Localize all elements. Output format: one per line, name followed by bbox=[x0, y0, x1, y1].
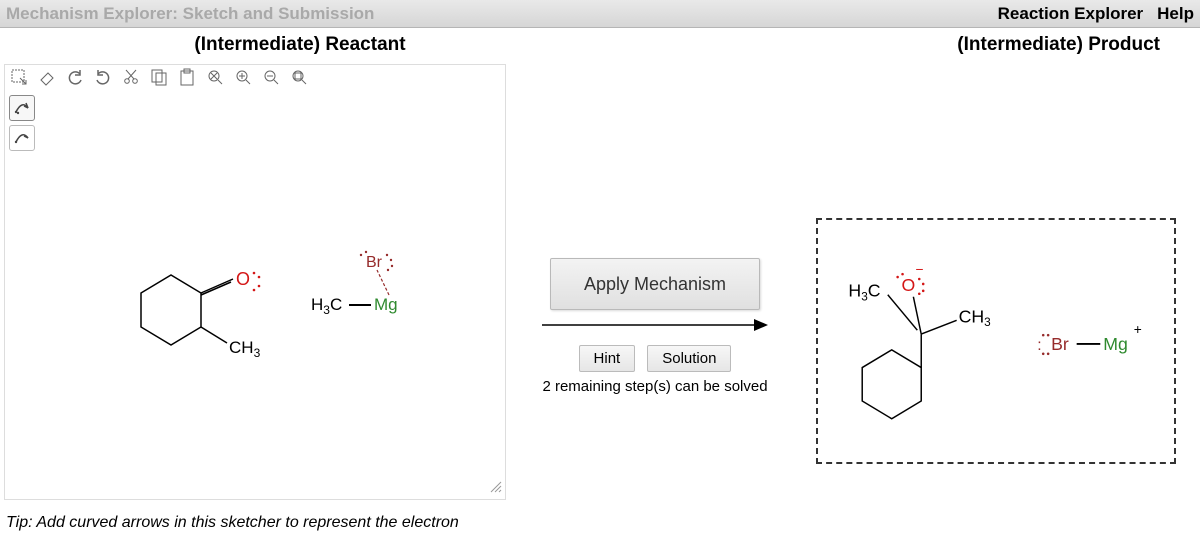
resize-handle-icon[interactable] bbox=[489, 480, 503, 497]
product-mg-label: Mg bbox=[1103, 334, 1128, 354]
eraser-icon[interactable] bbox=[37, 67, 57, 87]
product-br-label: Br bbox=[1051, 334, 1069, 354]
center-controls: Apply Mechanism Hint Solution 2 remainin… bbox=[540, 258, 770, 396]
redo-icon[interactable] bbox=[93, 67, 113, 87]
sketcher-toolbar-left bbox=[9, 95, 35, 151]
hint-button[interactable]: Hint bbox=[579, 345, 636, 372]
remaining-steps-label: 2 remaining step(s) can be solved bbox=[540, 378, 770, 396]
reactant-header: (Intermediate) Reactant bbox=[0, 34, 600, 56]
app-title: Mechanism Explorer: Sketch and Submissio… bbox=[6, 4, 374, 24]
product-ch3-label: CH3 bbox=[959, 306, 992, 329]
half-arrow-icon[interactable] bbox=[9, 125, 35, 151]
product-o-label: O bbox=[902, 275, 916, 295]
apply-mechanism-button[interactable]: Apply Mechanism bbox=[550, 258, 760, 310]
curved-arrow-icon[interactable] bbox=[9, 95, 35, 121]
plus-charge: + bbox=[1134, 322, 1142, 337]
tip-text: Tip: Add curved arrows in this sketcher … bbox=[6, 514, 459, 532]
sketcher-canvas[interactable]: O CH3 H3C Mg Br bbox=[41, 95, 501, 495]
h3c-label: H3C bbox=[311, 295, 342, 317]
title-bar: Mechanism Explorer: Sketch and Submissio… bbox=[0, 0, 1200, 28]
minus-charge: − bbox=[915, 262, 923, 277]
zoom-out-icon[interactable] bbox=[261, 67, 281, 87]
product-h3c-label: H3C bbox=[848, 281, 880, 304]
select-icon[interactable] bbox=[9, 67, 29, 87]
undo-icon[interactable] bbox=[65, 67, 85, 87]
zoom-fit-icon[interactable] bbox=[289, 67, 309, 87]
zoom-in-icon[interactable] bbox=[233, 67, 253, 87]
sketcher-toolbar-top bbox=[9, 67, 309, 87]
product-header: (Intermediate) Product bbox=[957, 34, 1160, 56]
reaction-arrow-icon bbox=[540, 316, 770, 334]
product-br-lonepair: : bbox=[1037, 337, 1041, 354]
copy-icon[interactable] bbox=[149, 67, 169, 87]
br-label: Br bbox=[366, 254, 383, 271]
zoom-reset-icon[interactable] bbox=[205, 67, 225, 87]
oxygen-label: O bbox=[236, 269, 250, 289]
solution-button[interactable]: Solution bbox=[647, 345, 731, 372]
product-panel: H3C O − CH3 Br Mg + : bbox=[816, 218, 1176, 464]
ch3-label: CH3 bbox=[229, 338, 261, 360]
help-link[interactable]: Help bbox=[1157, 4, 1194, 24]
cut-icon[interactable] bbox=[121, 67, 141, 87]
reaction-explorer-link[interactable]: Reaction Explorer bbox=[998, 4, 1144, 24]
mg-label: Mg bbox=[374, 295, 398, 314]
sketcher-panel: Absolute O CH3 H3C Mg bbox=[4, 64, 506, 500]
paste-icon[interactable] bbox=[177, 67, 197, 87]
